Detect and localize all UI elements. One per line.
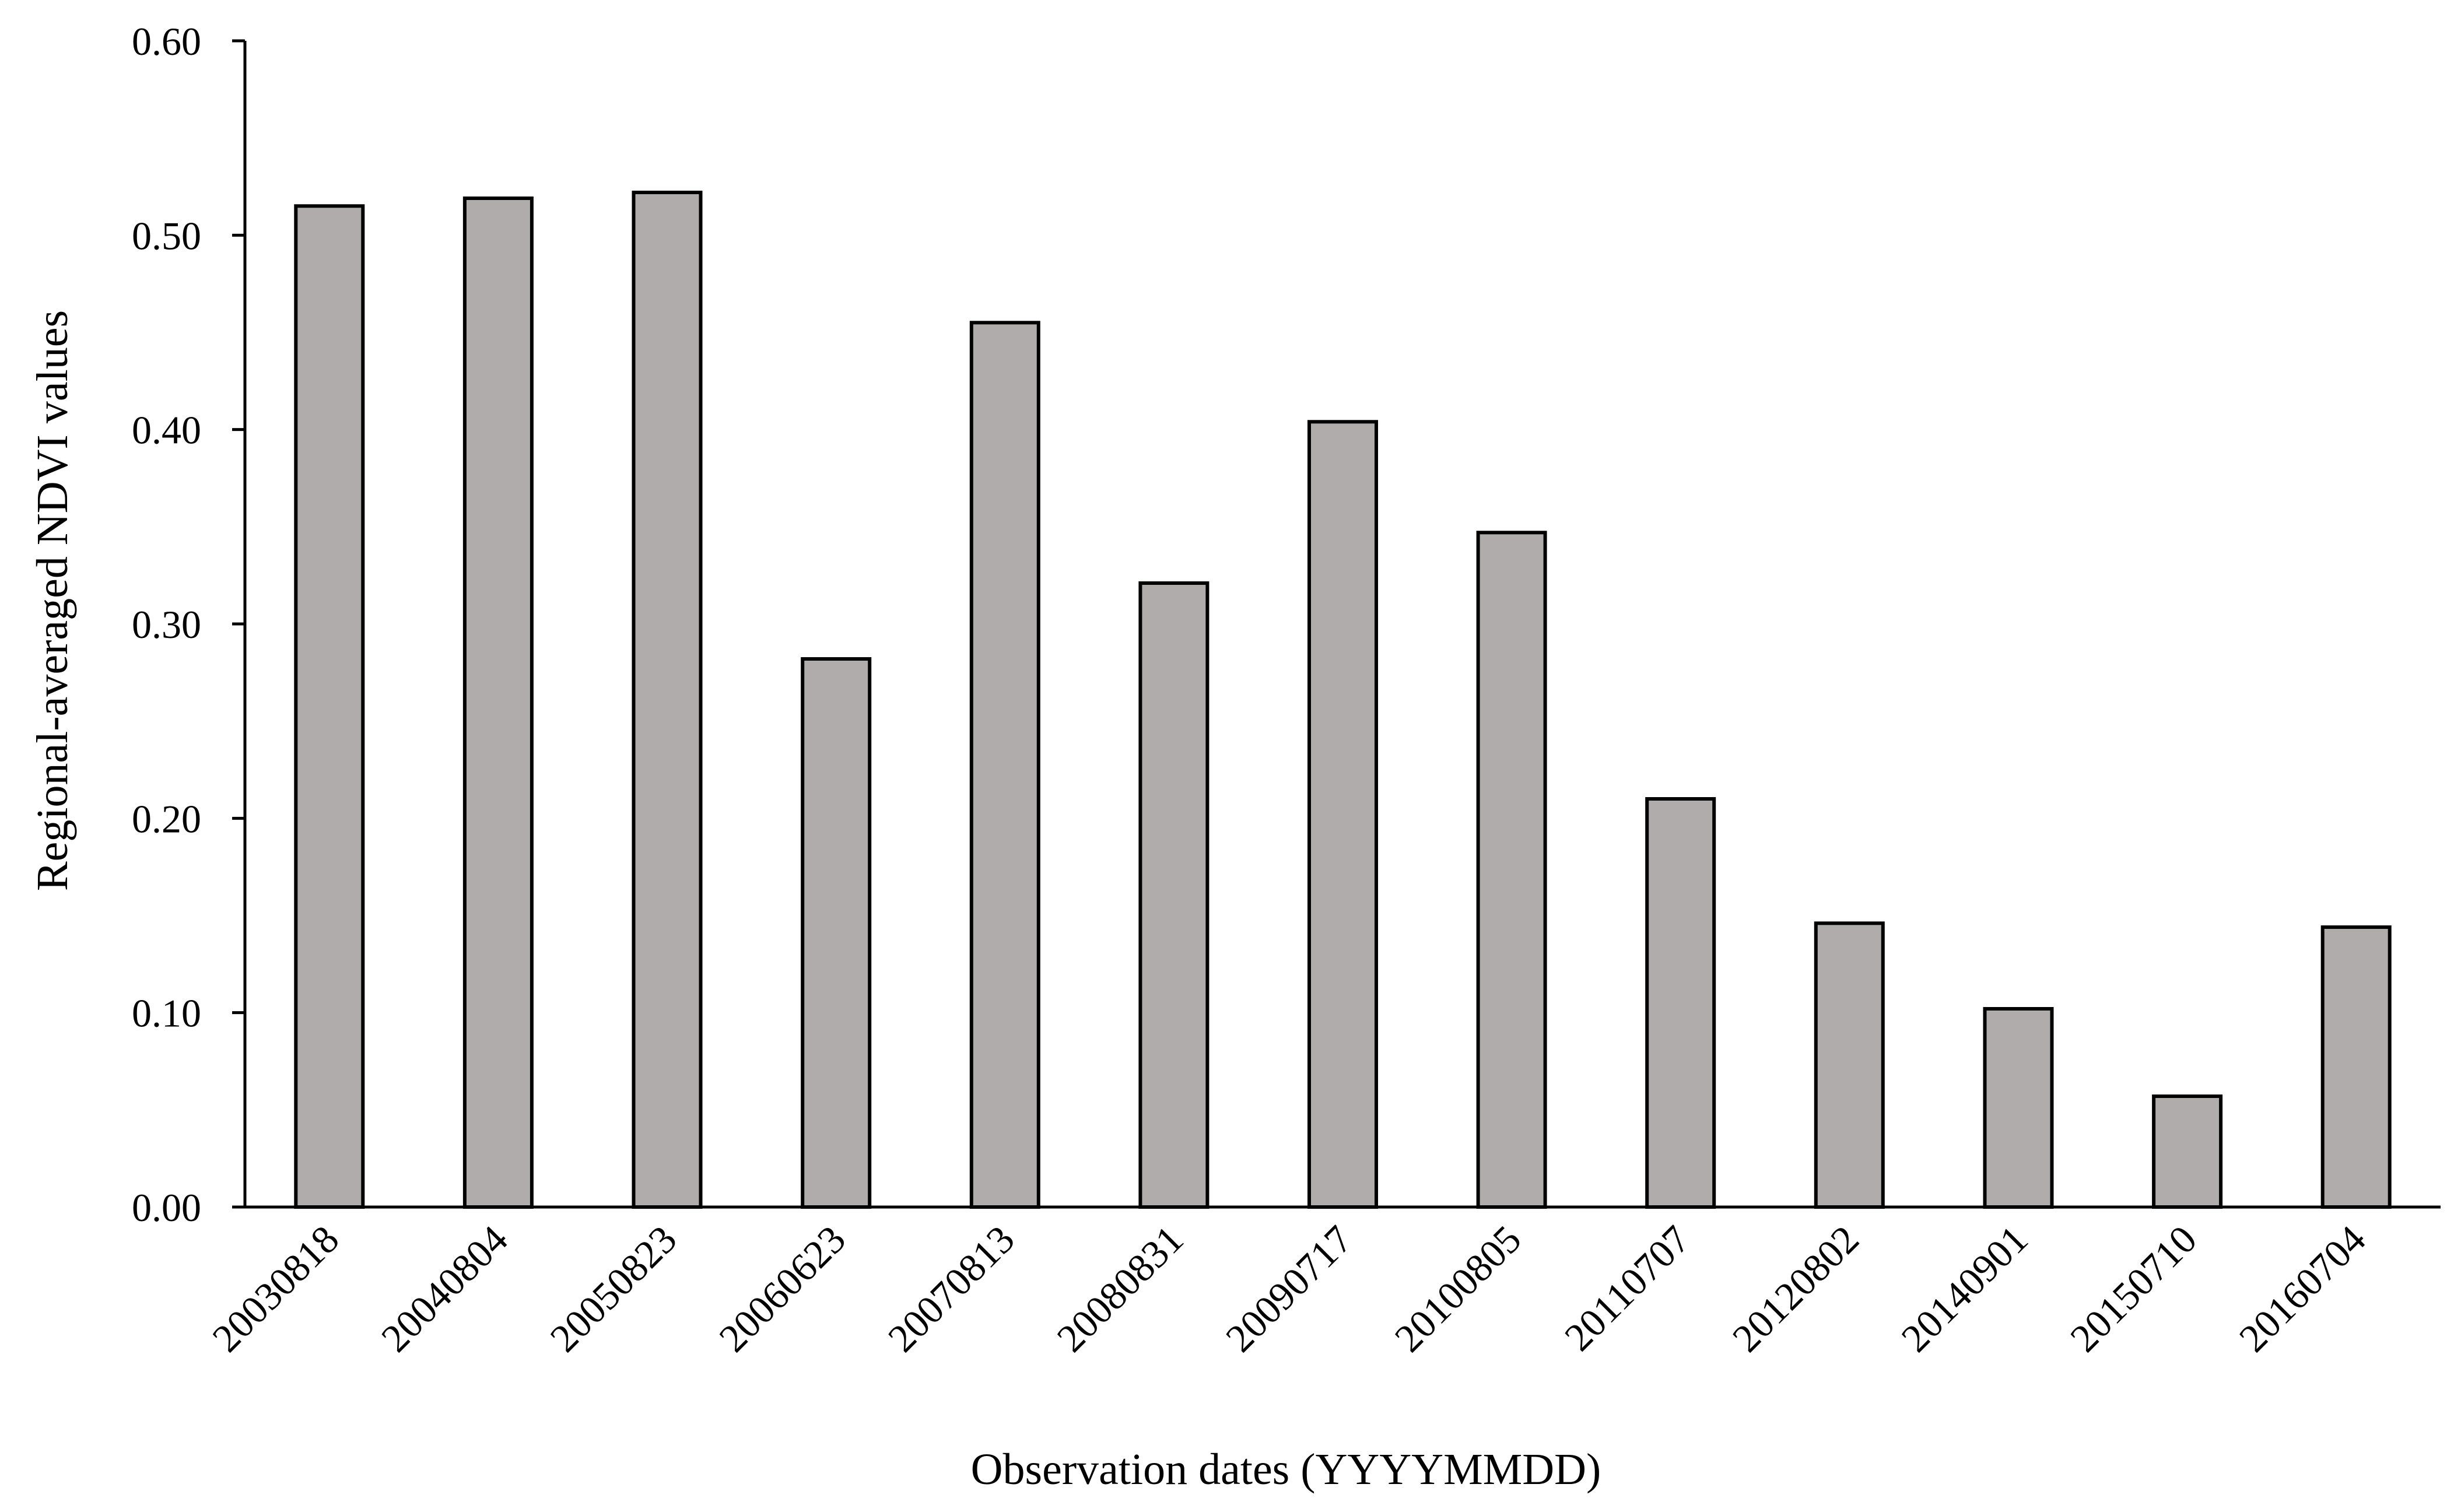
x-tick-label: 20060623	[710, 1217, 854, 1360]
x-tick-label: 20080831	[1048, 1217, 1191, 1360]
y-axis-ticks: 0.00 0.10 0.20 0.30 0.40 0.50 0.60	[132, 19, 245, 1230]
bar-20150710	[2152, 1094, 2223, 1209]
y-tick-label: 0.60	[132, 19, 201, 64]
bar-20030818	[294, 204, 365, 1209]
x-axis-ticks: 20030818 20040804 20050823 20060623 20070813…	[204, 1217, 2374, 1360]
y-axis-title: Regional-averaged NDVI values	[28, 310, 77, 891]
x-tick-label: 20050823	[542, 1217, 685, 1360]
x-axis-title: Observation dates (YYYYMMDD)	[971, 1445, 1601, 1494]
x-tick-label: 20150710	[2062, 1217, 2205, 1360]
bar-20110707	[1645, 797, 1716, 1209]
bar-20100805	[1476, 531, 1547, 1209]
y-tick-label: 0.40	[132, 408, 201, 452]
x-tick-label: 20090717	[1217, 1217, 1361, 1360]
y-tick-label: 0.10	[132, 991, 201, 1036]
x-tick-label: 20160704	[2231, 1217, 2374, 1360]
y-tick-label: 0.50	[132, 213, 201, 258]
y-tick-label: 0.00	[132, 1185, 201, 1230]
bar-20080831	[1138, 581, 1210, 1209]
bar-20070813	[969, 321, 1040, 1209]
bar-20050823	[632, 191, 703, 1209]
y-tick-label: 0.30	[132, 602, 201, 647]
bars-group	[294, 191, 2392, 1209]
x-tick-label: 20110707	[1556, 1217, 1698, 1359]
bar-20090717	[1307, 420, 1378, 1209]
y-tick-label: 0.20	[132, 797, 201, 841]
bar-20060623	[801, 657, 872, 1209]
x-tick-label: 20040804	[373, 1217, 516, 1360]
x-tick-label: 20140901	[1893, 1217, 2036, 1360]
bar-20040804	[462, 197, 534, 1209]
bar-20140901	[1983, 1007, 2054, 1209]
x-tick-label: 20030818	[204, 1217, 347, 1360]
bar-20160704	[2320, 925, 2392, 1209]
x-tick-label: 20120802	[1724, 1217, 1867, 1360]
bar-20120802	[1814, 921, 1885, 1209]
x-tick-label: 20100805	[1386, 1217, 1530, 1360]
x-tick-label: 20070813	[879, 1217, 1023, 1360]
